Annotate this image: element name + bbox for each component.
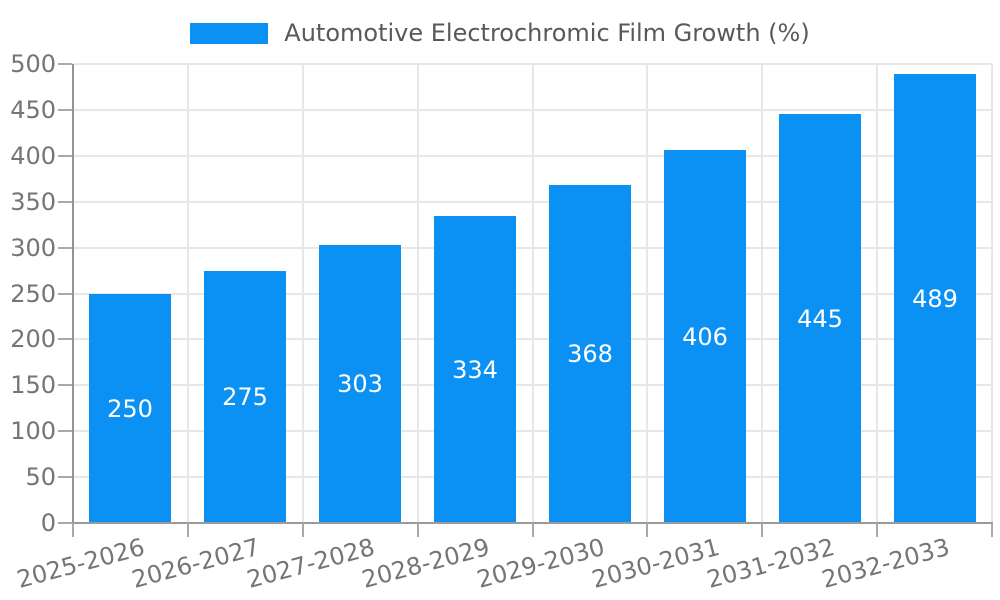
y-tick-mark bbox=[58, 200, 72, 203]
v-gridline bbox=[531, 64, 534, 523]
v-gridline bbox=[646, 64, 649, 523]
y-tick-label: 350 bbox=[10, 187, 56, 216]
bar-value-label: 406 bbox=[682, 322, 728, 351]
bar-2028-2029: 334 bbox=[434, 216, 516, 523]
x-tick-mark bbox=[646, 523, 649, 537]
y-tick-label: 450 bbox=[10, 95, 56, 124]
bar-2030-2031: 406 bbox=[664, 150, 746, 523]
bar-2031-2032: 445 bbox=[779, 114, 861, 523]
bar-2026-2027: 275 bbox=[204, 271, 286, 523]
x-tick-mark bbox=[72, 523, 74, 537]
y-tick-mark bbox=[58, 63, 72, 65]
y-tick-mark bbox=[58, 338, 72, 341]
bar-2032-2033: 489 bbox=[894, 74, 976, 523]
y-tick-mark bbox=[58, 246, 72, 249]
bar-value-label: 275 bbox=[222, 383, 268, 411]
bar-2025-2026: 250 bbox=[89, 294, 171, 524]
y-tick-mark bbox=[58, 384, 72, 387]
y-tick-label: 400 bbox=[10, 141, 56, 170]
legend-swatch-icon bbox=[190, 22, 269, 44]
legend-label: Automotive Electrochromic Film Growth (%… bbox=[284, 19, 810, 47]
y-tick-mark bbox=[58, 108, 72, 111]
y-tick-mark bbox=[58, 522, 72, 524]
x-tick-mark bbox=[531, 523, 534, 537]
y-tick-label: 200 bbox=[10, 325, 56, 354]
chart-legend: Automotive Electrochromic Film Growth (%… bbox=[0, 16, 1000, 50]
y-tick-label: 50 bbox=[25, 463, 56, 492]
y-tick-label: 150 bbox=[10, 371, 56, 400]
v-gridline bbox=[761, 64, 764, 523]
y-axis-line bbox=[72, 64, 74, 523]
y-tick-mark bbox=[58, 292, 72, 295]
y-tick-label: 100 bbox=[10, 417, 56, 446]
v-gridline bbox=[991, 64, 993, 523]
y-tick-mark bbox=[58, 430, 72, 433]
bar-2029-2030: 368 bbox=[549, 185, 631, 523]
bar-value-label: 489 bbox=[912, 284, 958, 313]
x-tick-mark bbox=[416, 523, 419, 537]
y-tick-label: 500 bbox=[10, 50, 56, 78]
bar-value-label: 368 bbox=[567, 340, 613, 368]
v-gridline bbox=[186, 64, 189, 523]
x-tick-mark bbox=[876, 523, 879, 537]
bar-value-label: 303 bbox=[337, 370, 383, 398]
y-tick-mark bbox=[58, 154, 72, 157]
y-tick-label: 300 bbox=[10, 233, 56, 262]
y-tick-mark bbox=[58, 476, 72, 479]
x-tick-mark bbox=[186, 523, 189, 537]
bar-value-label: 445 bbox=[797, 304, 843, 333]
v-gridline bbox=[416, 64, 419, 523]
bar-value-label: 250 bbox=[107, 395, 153, 423]
x-tick-mark bbox=[301, 523, 304, 537]
x-tick-mark bbox=[761, 523, 764, 537]
bar-2027-2028: 303 bbox=[319, 245, 401, 523]
y-tick-label: 0 bbox=[40, 509, 56, 537]
x-tick-mark bbox=[991, 523, 993, 537]
v-gridline bbox=[876, 64, 879, 523]
v-gridline bbox=[301, 64, 304, 523]
y-tick-label: 250 bbox=[10, 279, 56, 308]
bar-value-label: 334 bbox=[452, 355, 498, 384]
